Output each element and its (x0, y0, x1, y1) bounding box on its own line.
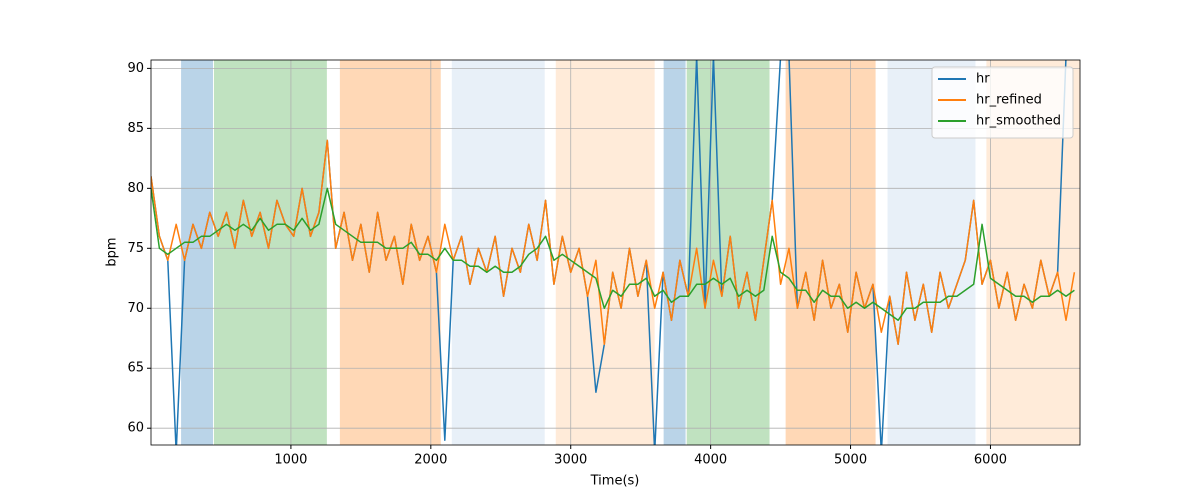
x-tick-label: 2000 (414, 453, 447, 468)
legend-box (931, 66, 1074, 139)
shaded-span (339, 60, 441, 445)
legend-label: hr_refined (976, 93, 1042, 108)
legend-label: hr_smoothed (976, 114, 1061, 129)
y-tick-label: 70 (127, 301, 144, 316)
series-line (151, 187, 1075, 322)
shaded-span (213, 60, 327, 445)
y-tick-label: 60 (127, 421, 144, 436)
legend-label: hr (976, 72, 990, 87)
shaded-span (555, 60, 655, 445)
y-tick-label: 85 (127, 121, 144, 136)
y-tick-label: 65 (127, 361, 144, 376)
x-axis-label: Time(s) (590, 474, 640, 489)
y-tick-label: 80 (127, 181, 144, 196)
x-tick-label: 5000 (834, 453, 867, 468)
plot-frame (150, 59, 1081, 446)
y-tick-label: 90 (127, 61, 144, 76)
y-axis-label: bpm (105, 237, 120, 266)
shaded-span (451, 60, 545, 445)
x-tick-label: 6000 (974, 453, 1007, 468)
shaded-span (785, 60, 876, 445)
x-tick-label: 3000 (554, 453, 587, 468)
shaded-span (663, 60, 686, 445)
series-line (151, 139, 1076, 345)
x-tick-label: 4000 (694, 453, 727, 468)
x-tick-label: 1000 (274, 453, 307, 468)
y-tick-label: 75 (127, 241, 144, 256)
